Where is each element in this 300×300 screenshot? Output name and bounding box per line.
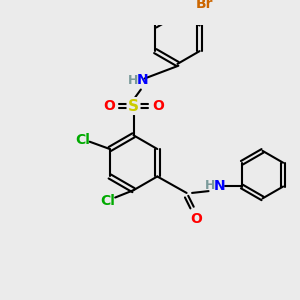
Text: S: S [128, 98, 139, 113]
Text: O: O [152, 99, 164, 113]
Text: N: N [214, 178, 225, 193]
Text: Cl: Cl [75, 133, 90, 147]
Text: O: O [103, 99, 115, 113]
Text: O: O [190, 212, 202, 226]
Text: N: N [137, 74, 148, 87]
Text: Cl: Cl [100, 194, 115, 208]
Text: H: H [205, 179, 216, 192]
Text: H: H [128, 74, 139, 87]
Text: Br: Br [196, 0, 214, 11]
